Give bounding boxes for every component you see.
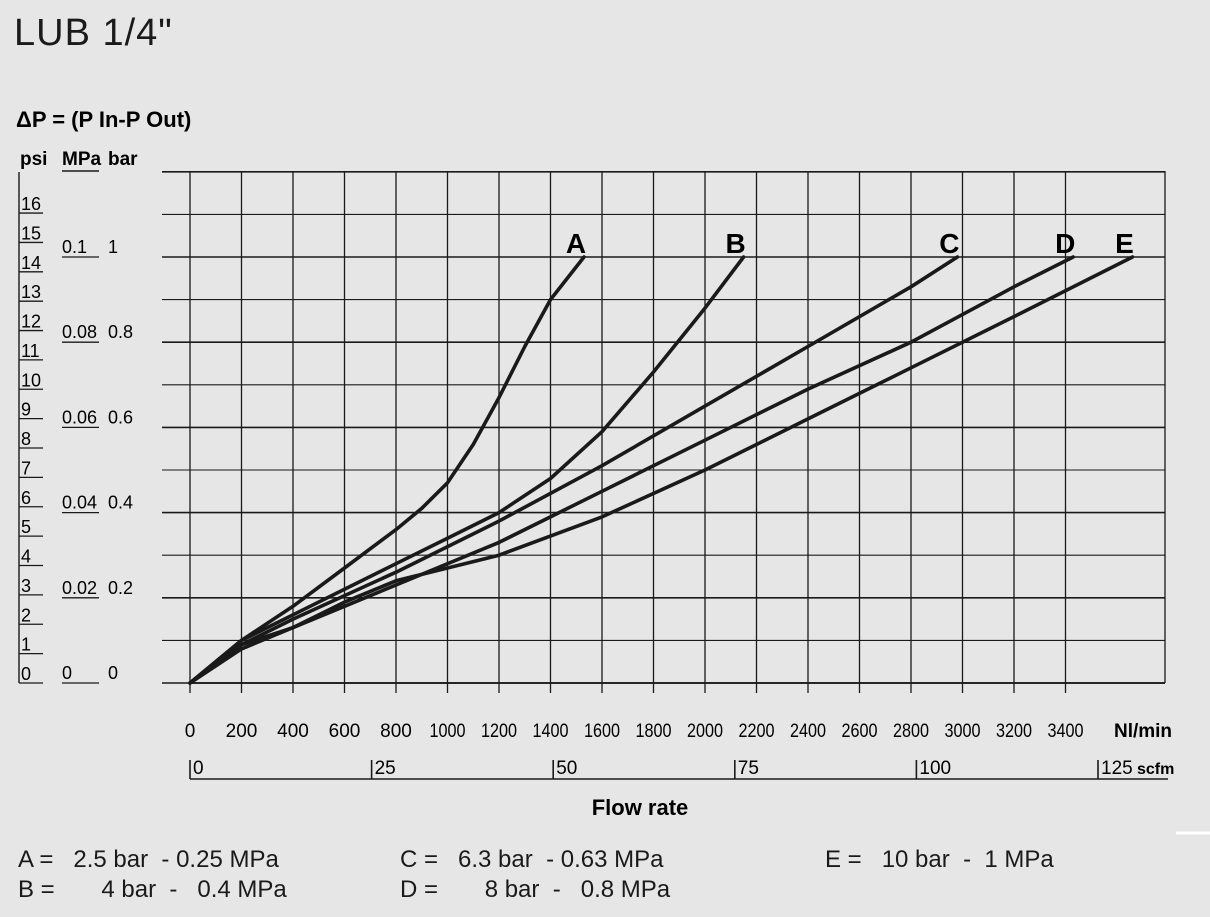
mpa-tick-label: 0.02 bbox=[62, 578, 97, 598]
x-tick-label: 2200 bbox=[739, 721, 775, 742]
psi-tick-label: 16 bbox=[21, 194, 41, 214]
x-tick-label: 2800 bbox=[893, 721, 929, 742]
scfm-tick-label: 100 bbox=[919, 758, 951, 779]
x-tick-label: 1400 bbox=[533, 721, 569, 742]
psi-tick-label: 7 bbox=[21, 458, 31, 478]
scfm-tick-label: 125 bbox=[1101, 758, 1133, 779]
x-tick-label: 1800 bbox=[636, 721, 672, 742]
y-unit-bar: bar bbox=[108, 149, 138, 170]
x-tick-label: 1600 bbox=[584, 721, 620, 742]
bar-tick-label: 0.6 bbox=[108, 407, 133, 427]
series-label-d: D bbox=[1055, 228, 1075, 259]
bar-tick-label: 1 bbox=[108, 237, 118, 257]
mpa-tick-label: 0.08 bbox=[62, 322, 97, 342]
mpa-tick-label: 0.04 bbox=[62, 493, 97, 513]
psi-tick-label: 13 bbox=[21, 282, 41, 302]
scfm-tick-label: 0 bbox=[193, 758, 204, 779]
series-curve-c bbox=[188, 255, 960, 685]
psi-tick-label: 11 bbox=[21, 341, 40, 361]
series-label-a: A bbox=[566, 228, 586, 259]
x-tick-label: 3400 bbox=[1048, 721, 1084, 742]
y-unit-mpa: MPa bbox=[62, 149, 102, 170]
bar-tick-label: 0.8 bbox=[108, 322, 133, 342]
bar-tick-label: 0.4 bbox=[108, 493, 133, 513]
psi-tick-label: 14 bbox=[21, 253, 41, 273]
psi-tick-label: 1 bbox=[21, 635, 31, 655]
psi-tick-label: 3 bbox=[21, 576, 31, 596]
legend-entry-c: C = 6.3 bar - 0.63 MPa bbox=[400, 846, 664, 873]
psi-tick-label: 0 bbox=[21, 664, 31, 684]
psi-tick-label: 10 bbox=[21, 370, 41, 390]
series-curve-e bbox=[188, 255, 1135, 685]
x-tick-label: 2400 bbox=[790, 721, 826, 742]
x-tick-label: 1000 bbox=[430, 721, 466, 742]
x-axis-label: Flow rate bbox=[592, 795, 689, 820]
legend-entry-a: A = 2.5 bar - 0.25 MPa bbox=[18, 846, 279, 873]
psi-tick-label: 12 bbox=[21, 312, 41, 332]
x-tick-label: 3200 bbox=[996, 721, 1032, 742]
chart-title: LUB 1/4" bbox=[14, 12, 173, 54]
x-tick-label: 0 bbox=[185, 721, 196, 742]
psi-tick-label: 4 bbox=[21, 547, 31, 567]
y-unit-psi: psi bbox=[20, 149, 47, 170]
x-tick-label: 3000 bbox=[945, 721, 981, 742]
series-curve-b bbox=[188, 255, 746, 685]
legend-entry-e: E = 10 bar - 1 MPa bbox=[825, 846, 1054, 873]
mpa-tick-label: 0.06 bbox=[62, 407, 97, 427]
x-unit-secondary: scfm bbox=[1137, 761, 1174, 778]
x-tick-label: 200 bbox=[226, 721, 258, 742]
bar-tick-label: 0.2 bbox=[108, 578, 133, 598]
x-tick-label: 800 bbox=[380, 721, 412, 742]
series-label-c: C bbox=[939, 228, 959, 259]
x-unit-primary: Nl/min bbox=[1114, 721, 1172, 742]
legend-entry-b: B = 4 bar - 0.4 MPa bbox=[18, 876, 287, 903]
x-tick-label: 1200 bbox=[481, 721, 517, 742]
bar-tick-label: 0 bbox=[108, 663, 118, 683]
psi-tick-label: 8 bbox=[21, 429, 31, 449]
legend-entry-d: D = 8 bar - 0.8 MPa bbox=[400, 876, 671, 903]
x-tick-label: 2000 bbox=[687, 721, 723, 742]
psi-tick-label: 6 bbox=[21, 488, 31, 508]
psi-tick-label: 2 bbox=[21, 605, 31, 625]
x-tick-label: 600 bbox=[329, 721, 361, 742]
scfm-tick-label: 25 bbox=[375, 758, 396, 779]
psi-tick-label: 5 bbox=[21, 517, 31, 537]
scfm-tick-label: 50 bbox=[556, 758, 577, 779]
psi-tick-label: 9 bbox=[21, 400, 31, 420]
psi-tick-label: 15 bbox=[21, 223, 41, 243]
mpa-tick-label: 0 bbox=[62, 663, 72, 683]
scfm-tick-label: 75 bbox=[738, 758, 759, 779]
x-tick-label: 2600 bbox=[842, 721, 878, 742]
series-label-e: E bbox=[1115, 228, 1134, 259]
mpa-tick-label: 0.1 bbox=[62, 237, 87, 257]
series-curve-a bbox=[188, 255, 586, 685]
series-label-b: B bbox=[726, 228, 746, 259]
y-axis-label: ΔP = (P In-P Out) bbox=[16, 107, 191, 132]
x-tick-label: 400 bbox=[277, 721, 309, 742]
